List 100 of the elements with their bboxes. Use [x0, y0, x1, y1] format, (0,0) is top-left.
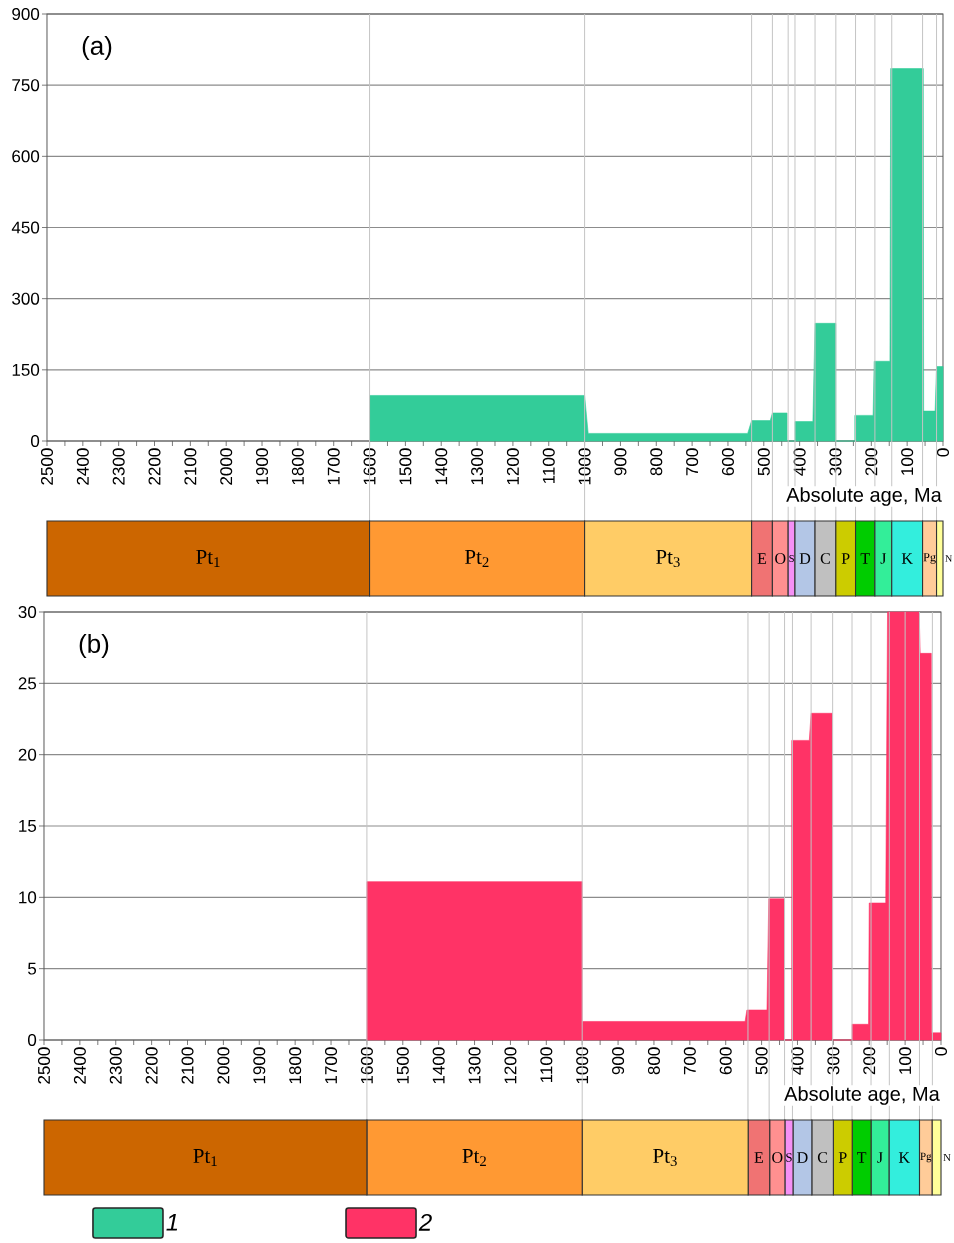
y-tick-label: 900 — [12, 7, 40, 21]
x-tick-label: 1200 — [504, 1047, 517, 1084]
legend-label: 1 — [166, 1214, 178, 1231]
series-label: E — [757, 553, 767, 564]
x-tick-label: 1300 — [471, 448, 484, 485]
legend-label: 2 — [418, 1213, 432, 1231]
series-label: O — [772, 1152, 783, 1163]
x-tick-label: 2300 — [109, 1047, 122, 1084]
x-tick-label: 900 — [614, 448, 627, 476]
series-label: P — [841, 553, 850, 564]
x-tick-label: 2000 — [220, 448, 233, 485]
x-tick-label: 900 — [612, 1047, 625, 1075]
series-label: J — [880, 553, 887, 564]
x-tick-label: 1500 — [396, 1047, 409, 1084]
y-tick-label: 10 — [19, 891, 37, 904]
x-tick-label: 0 — [936, 448, 950, 457]
series-label: Pg — [920, 1152, 932, 1163]
series-label: Pt$_{3}$ — [656, 549, 680, 567]
series-label: K — [901, 553, 913, 564]
series-label: O — [775, 553, 786, 564]
x-tick-label: 700 — [686, 448, 699, 476]
x-tick-label: 300 — [829, 448, 842, 476]
x-tick-label: 2500 — [37, 1047, 51, 1084]
x-tick-label: 2200 — [145, 1047, 158, 1084]
series-label: Pt$_{3}$ — [653, 1148, 677, 1166]
series-label: T — [860, 553, 870, 564]
x-tick-label: 2500 — [40, 448, 54, 485]
y-tick-label: 300 — [12, 292, 40, 305]
x-tick-label: 600 — [721, 448, 734, 476]
series-label: D — [797, 1152, 808, 1163]
y-tick-label: 150 — [12, 363, 40, 376]
y-tick-label: 25 — [18, 677, 37, 690]
y-tick-label: 750 — [12, 79, 40, 92]
y-tick-label: 5 — [28, 962, 37, 975]
x-tick-label: 500 — [757, 448, 770, 476]
series-label: E — [754, 1152, 763, 1163]
x-tick-label: 1800 — [289, 1047, 302, 1084]
series-label: P — [838, 1152, 847, 1163]
x-tick-label: 200 — [865, 448, 878, 476]
series-label: Pg — [923, 553, 936, 564]
series-label: Pt$_{2}$ — [465, 550, 489, 567]
x-tick-label: 1000 — [578, 448, 591, 485]
series-label: D — [799, 553, 811, 564]
x-tick-label: 2400 — [73, 1047, 86, 1084]
x-tick-label: 1200 — [506, 448, 519, 485]
x-tick-label: 2200 — [148, 448, 161, 485]
y-tick-label: 30 — [18, 605, 37, 619]
x-tick-label: 1700 — [325, 1047, 338, 1084]
series-label: Pt$_{1}$ — [196, 550, 220, 567]
series-label: C — [820, 553, 830, 564]
x-tick-label: 1100 — [540, 1047, 553, 1082]
x-tick-label: 800 — [647, 1047, 660, 1075]
x-axis-title: Absolute age, Ma — [786, 487, 942, 506]
x-tick-label: 1300 — [468, 1047, 481, 1084]
x-tick-label: 100 — [901, 448, 914, 475]
x-axis-title: Absolute age, Ma — [784, 1086, 940, 1105]
x-tick-label: 1000 — [576, 1047, 589, 1084]
x-tick-label: 1600 — [363, 448, 376, 485]
x-tick-label: 200 — [863, 1047, 876, 1075]
x-tick-label: 700 — [683, 1047, 696, 1075]
x-tick-label: 2100 — [184, 448, 197, 485]
y-tick-label: 15 — [19, 820, 37, 832]
x-tick-label: 1500 — [399, 448, 412, 485]
series-label: N — [943, 1153, 951, 1162]
x-tick-label: 600 — [719, 1047, 732, 1075]
x-tick-label: 500 — [755, 1047, 768, 1075]
series-label: N — [945, 555, 953, 562]
series-label: S — [789, 555, 794, 562]
x-tick-label: 400 — [793, 448, 806, 476]
text: (a) — [82, 35, 112, 61]
x-tick-label: 1900 — [253, 1047, 266, 1084]
y-tick-label: 0 — [27, 1033, 37, 1047]
y-tick-label: 450 — [11, 221, 40, 234]
y-tick-label: 600 — [12, 150, 40, 163]
x-tick-label: 2000 — [217, 1047, 230, 1084]
series-label: Pt$_{2}$ — [462, 1149, 486, 1166]
x-tick-label: 400 — [791, 1047, 804, 1075]
x-tick-label: 2300 — [112, 448, 125, 485]
x-tick-label: 1100 — [542, 448, 555, 483]
x-tick-label: 1800 — [291, 448, 304, 485]
series-label: T — [857, 1152, 867, 1163]
x-tick-label: 2100 — [181, 1047, 194, 1084]
series-label: Pt$_{1}$ — [193, 1149, 217, 1166]
y-tick-label: 0 — [30, 434, 40, 448]
x-tick-label: 800 — [650, 448, 663, 476]
x-tick-label: 1900 — [256, 448, 269, 485]
x-tick-label: 0 — [934, 1047, 948, 1056]
y-tick-label: 20 — [18, 748, 37, 761]
x-tick-label: 1400 — [435, 448, 448, 485]
x-tick-label: 1700 — [327, 448, 340, 485]
x-tick-label: 100 — [899, 1047, 912, 1074]
series-label: J — [877, 1152, 883, 1163]
series-label: K — [898, 1152, 910, 1163]
x-tick-label: 1400 — [432, 1047, 445, 1084]
text: (b) — [79, 633, 109, 659]
x-tick-label: 2400 — [76, 448, 89, 485]
x-tick-label: 300 — [827, 1047, 840, 1075]
series-label: C — [817, 1152, 828, 1163]
series-label: S — [786, 1153, 792, 1162]
x-tick-label: 1600 — [360, 1047, 373, 1084]
